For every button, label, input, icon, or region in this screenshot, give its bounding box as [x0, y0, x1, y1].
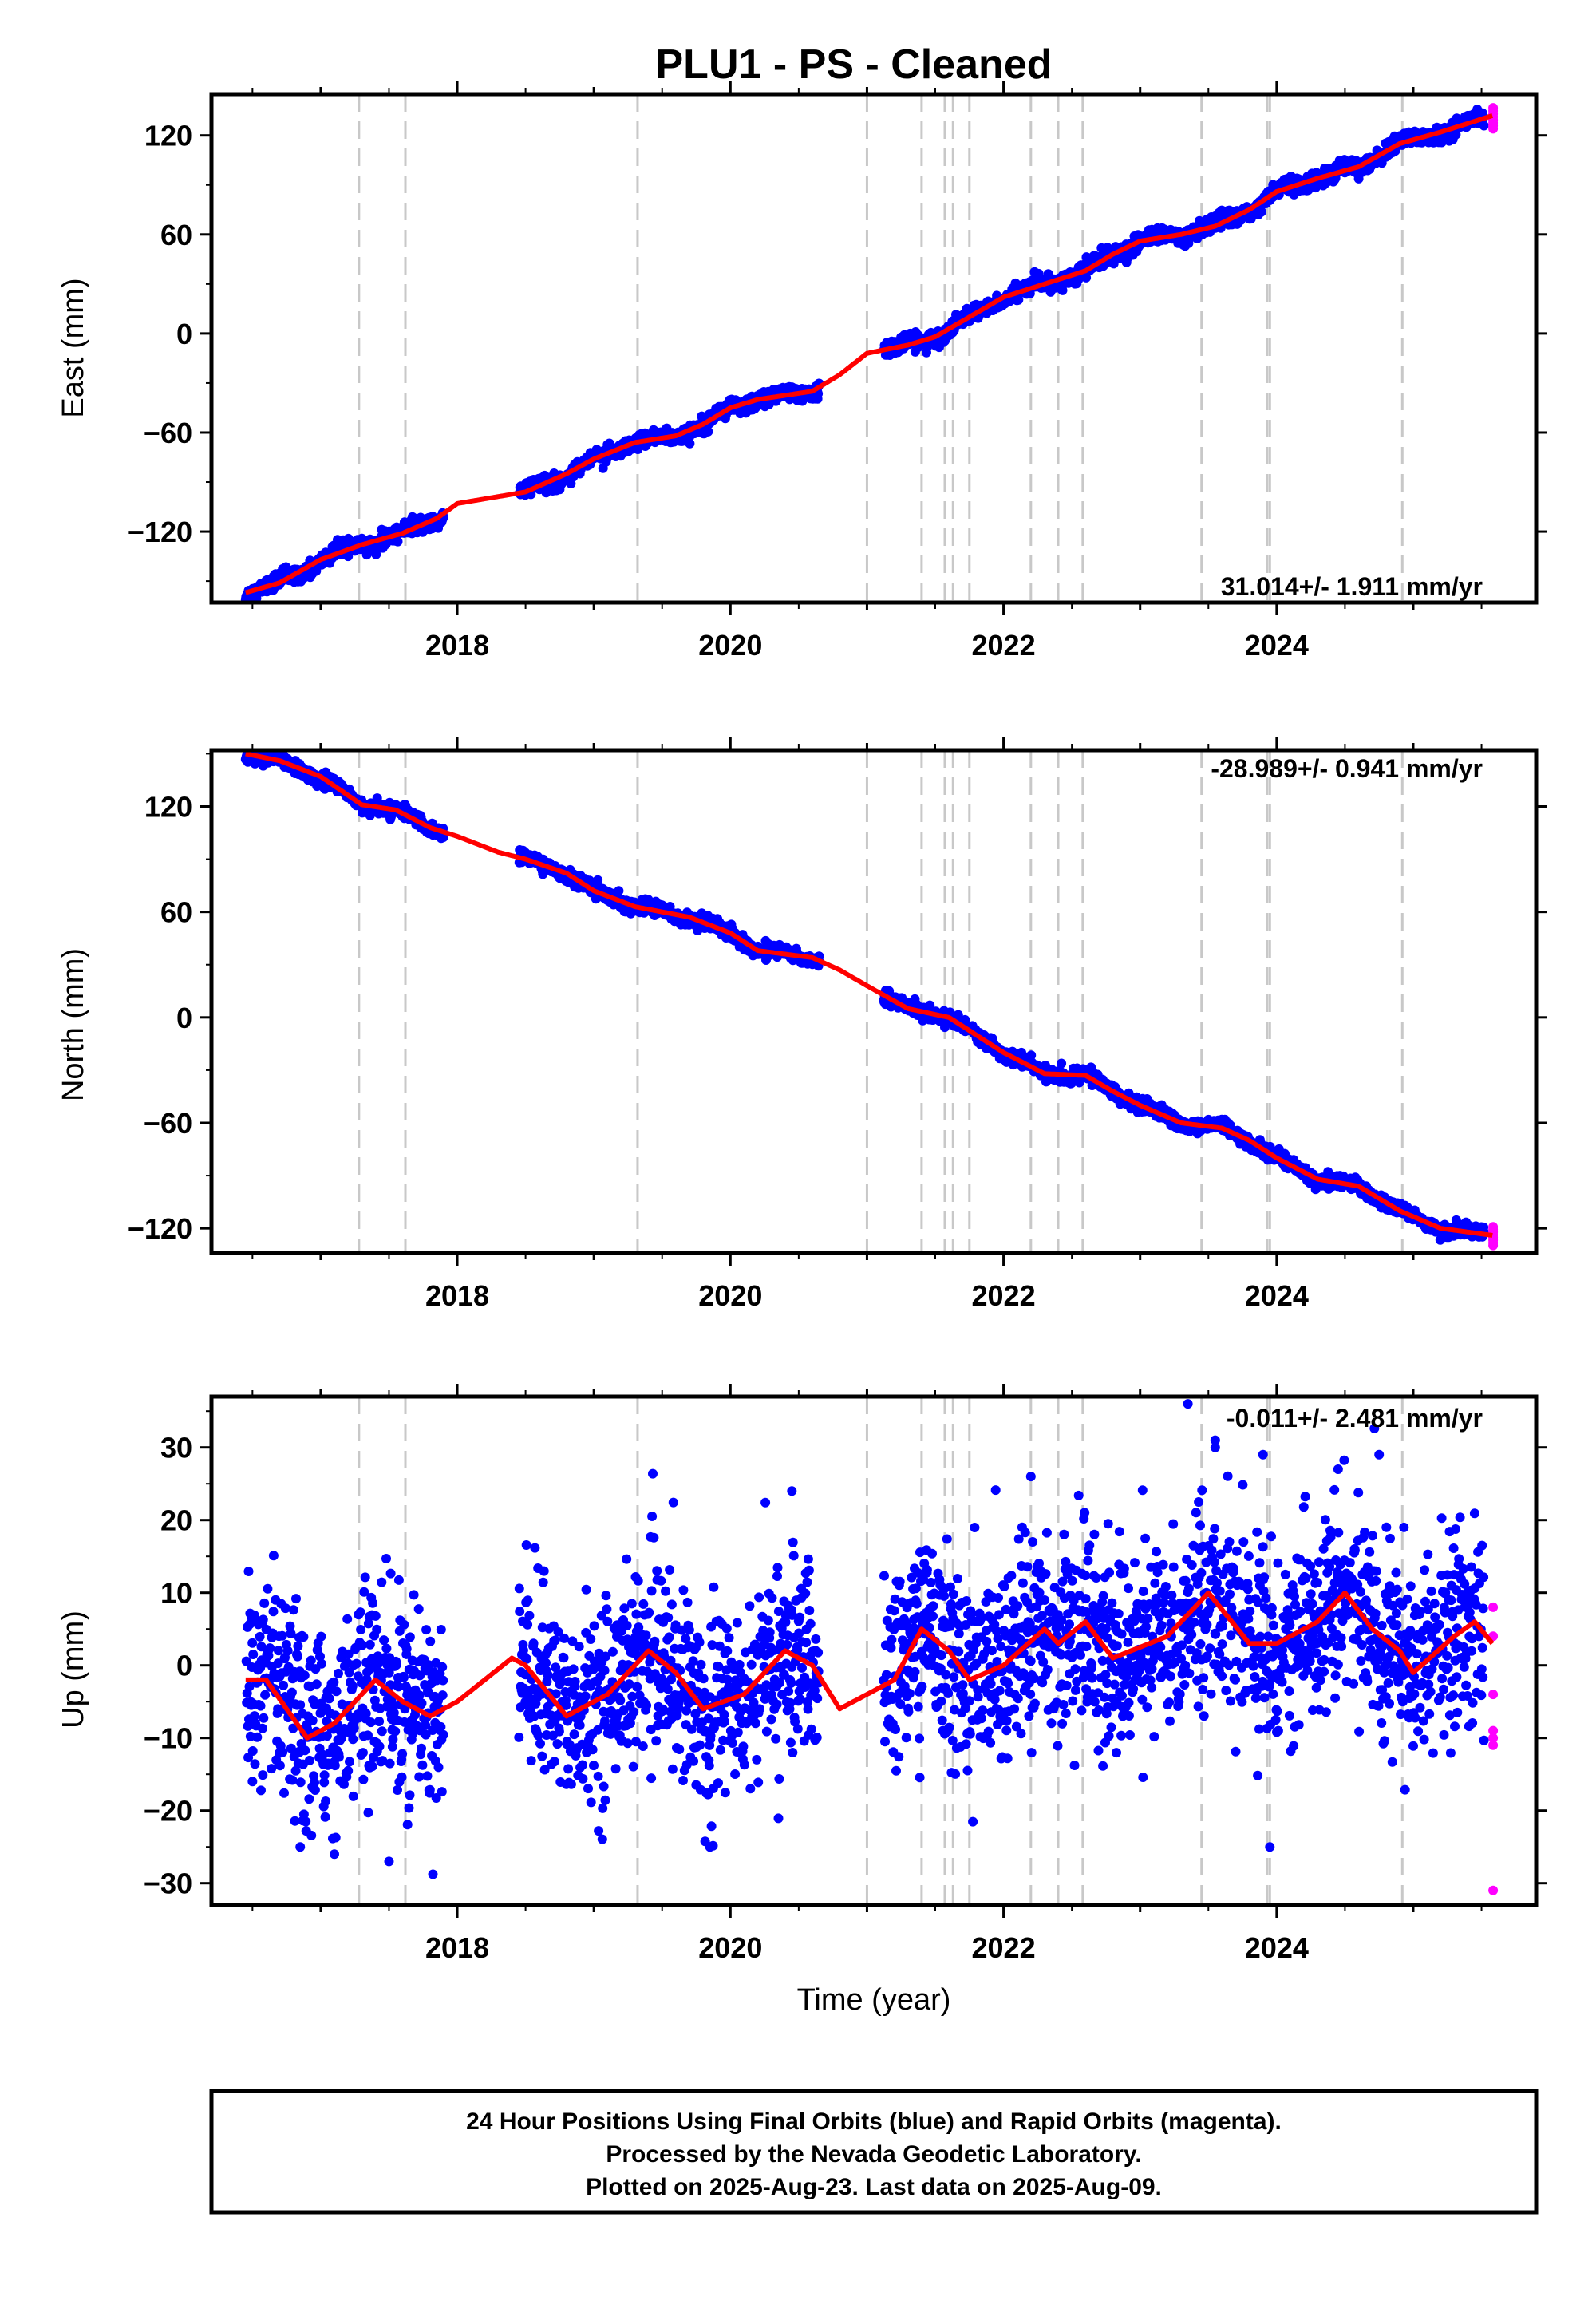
east-y-axis-label: East (mm) — [57, 278, 90, 417]
east-point — [1479, 121, 1489, 131]
east-point — [1256, 207, 1266, 217]
east-y-tick-label: −120 — [128, 516, 192, 548]
east-y-tick-label: 120 — [144, 120, 192, 152]
east-model-curve — [244, 113, 1494, 595]
east-point — [703, 426, 713, 437]
north-point — [614, 886, 624, 896]
east-rapid-point — [1488, 103, 1499, 113]
east-y-tick-label: 0 — [176, 318, 192, 350]
east-plot-layer: −120 −60 0 60 120 2018 2020 2022 2024 — [128, 81, 1547, 662]
east-x-tick-label: 2018 — [425, 629, 489, 662]
east-y-tick-label: −60 — [144, 417, 192, 449]
chart-title: PLU1 - PS - Cleaned — [656, 41, 1053, 88]
east-x-tick-label: 2024 — [1245, 629, 1309, 662]
east-point — [1073, 275, 1084, 285]
east-velocity-label: 31.014+/- 1.911 mm/yr — [1221, 572, 1483, 601]
east-point — [343, 551, 354, 562]
north-plot-area — [240, 750, 1499, 1253]
east-x-tick-label: 2020 — [698, 629, 762, 662]
east-axes-frame — [209, 92, 1539, 605]
east-point — [685, 438, 695, 449]
east-point — [251, 593, 262, 603]
east-plot-area — [240, 94, 1499, 603]
east-point — [393, 536, 403, 547]
east-x-tick-label: 2022 — [972, 629, 1036, 662]
east-y-tick-label: 60 — [160, 219, 192, 251]
north-point — [1057, 1058, 1067, 1069]
